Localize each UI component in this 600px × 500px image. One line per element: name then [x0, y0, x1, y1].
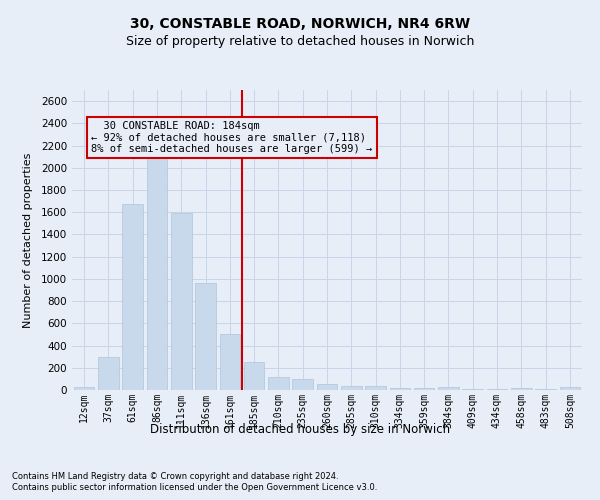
Bar [317, 384, 337, 390]
Bar [195, 284, 216, 390]
Bar [414, 388, 434, 390]
Text: Contains public sector information licensed under the Open Government Licence v3: Contains public sector information licen… [12, 484, 377, 492]
Bar [171, 214, 191, 390]
Bar [341, 386, 362, 390]
Text: 30, CONSTABLE ROAD, NORWICH, NR4 6RW: 30, CONSTABLE ROAD, NORWICH, NR4 6RW [130, 18, 470, 32]
Text: Distribution of detached houses by size in Norwich: Distribution of detached houses by size … [150, 422, 450, 436]
Text: 30 CONSTABLE ROAD: 184sqm  
← 92% of detached houses are smaller (7,118)
8% of s: 30 CONSTABLE ROAD: 184sqm ← 92% of detac… [91, 121, 373, 154]
Bar [389, 388, 410, 390]
Bar [560, 387, 580, 390]
Bar [74, 387, 94, 390]
Bar [244, 362, 265, 390]
Bar [98, 356, 119, 390]
Bar [122, 204, 143, 390]
Text: Contains HM Land Registry data © Crown copyright and database right 2024.: Contains HM Land Registry data © Crown c… [12, 472, 338, 481]
Text: Size of property relative to detached houses in Norwich: Size of property relative to detached ho… [126, 35, 474, 48]
Bar [268, 376, 289, 390]
Bar [146, 151, 167, 390]
Bar [365, 386, 386, 390]
Bar [438, 387, 459, 390]
Bar [511, 388, 532, 390]
Bar [292, 379, 313, 390]
Bar [220, 334, 240, 390]
Bar [463, 389, 483, 390]
Y-axis label: Number of detached properties: Number of detached properties [23, 152, 32, 328]
